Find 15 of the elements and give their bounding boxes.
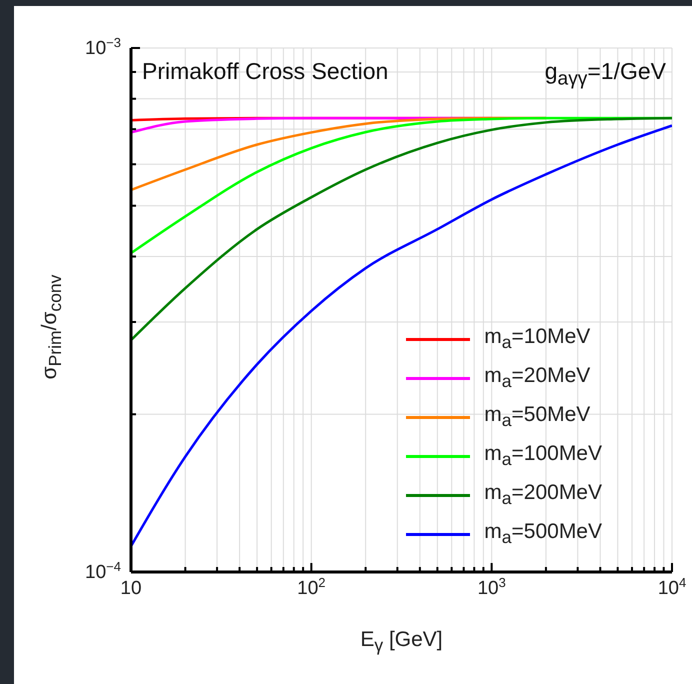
x-tick-label: 10 [120,578,142,599]
y-tick-label: 10$^{−4}$ [85,558,121,583]
legend-label: m$_{a}$=100MeV [484,442,602,471]
x-tick-label: 10$^{2}$ [297,574,326,599]
legend-label: m$_{a}$=50MeV [484,403,590,432]
x-tick-label: 10$^{4}$ [658,574,686,599]
annotation: g$_{aγγ}$=1/GeV [544,58,666,91]
legend-label: m$_{a}$=20MeV [484,364,590,393]
legend-label: m$_{a}$=10MeV [484,325,590,354]
y-tick-label: 10$^{−3}$ [85,34,121,59]
x-axis-title: E$_{γ}$ [GeV] [359,628,444,656]
chart-title: Primakoff Cross Section [142,58,388,85]
legend-label: m$_{a}$=500MeV [484,520,602,549]
legend-label: m$_{a}$=200MeV [484,481,602,510]
x-tick-label: 10$^{3}$ [477,574,506,599]
